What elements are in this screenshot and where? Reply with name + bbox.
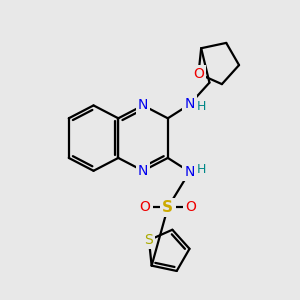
Text: N: N: [184, 165, 195, 179]
Text: O: O: [185, 200, 196, 214]
Text: H: H: [197, 163, 206, 176]
Text: N: N: [138, 164, 148, 178]
Text: S: S: [162, 200, 173, 215]
Text: O: O: [193, 67, 204, 81]
Text: H: H: [197, 100, 206, 113]
Text: N: N: [184, 98, 195, 111]
Text: N: N: [138, 98, 148, 112]
Text: O: O: [140, 200, 151, 214]
Text: S: S: [145, 233, 153, 247]
